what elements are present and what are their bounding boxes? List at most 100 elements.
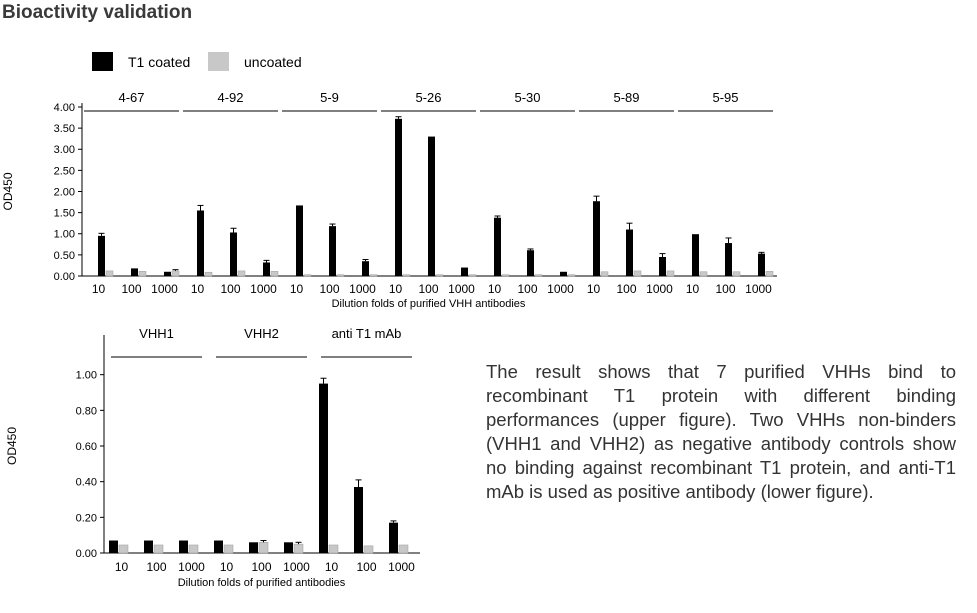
top-bar-uncoated — [237, 270, 246, 277]
top-bar-uncoated — [270, 271, 279, 277]
bottom-y-tick-label: 1.00 — [76, 370, 97, 382]
top-group-label: 5-26 — [415, 90, 441, 105]
top-y-axis-label: OD450 — [1, 172, 15, 210]
chart-control-antibodies: 0.00 0.20 0.40 0.60 0.80 1.00 OD450 VHH1 10 100 10… — [5, 326, 420, 589]
bottom-group-label: anti T1 mAb — [332, 326, 402, 341]
bottom-bar-uncoated — [188, 544, 199, 554]
legend-label-uncoated: uncoated — [244, 54, 302, 70]
legend-swatch-t1-coated — [92, 52, 113, 71]
top-x-axis-label: Dilution folds of purified VHH antibodie… — [332, 298, 526, 310]
top-y-tick-label: 1.00 — [54, 229, 75, 241]
result-description: The result shows that 7 purified VHHs bi… — [486, 361, 956, 502]
top-bar-uncoated — [204, 271, 213, 277]
top-x-tick-label: 10 — [92, 282, 106, 296]
page-title: Bioactivity validation — [2, 2, 193, 23]
bottom-x-tick-label: 100 — [356, 560, 376, 574]
top-bar-uncoated — [765, 271, 774, 277]
top-x-tick-label: 1000 — [646, 282, 673, 296]
top-bar-t1-coated — [98, 235, 105, 276]
bottom-x-tick-label: 1000 — [283, 560, 310, 574]
bottom-y-tick-label: 0.80 — [76, 405, 97, 417]
bottom-x-tick-label: 100 — [146, 560, 166, 574]
top-bar-t1-coated — [692, 234, 699, 276]
top-group-label: 4-67 — [118, 90, 144, 105]
bottom-y-tick-label: 0.00 — [76, 548, 97, 560]
legend-label-t1-coated: T1 coated — [128, 54, 191, 70]
top-x-tick-label: 1000 — [745, 282, 772, 296]
top-x-tick-label: 1000 — [250, 282, 277, 296]
bottom-bar-t1-coated — [214, 540, 223, 553]
top-y-tick-label: 3.50 — [54, 123, 75, 135]
bottom-bar-t1-coated — [144, 540, 153, 553]
top-bar-t1-coated — [560, 271, 567, 276]
top-bar-t1-coated — [296, 205, 303, 276]
top-bar-uncoated — [435, 274, 444, 277]
bottom-bar-t1-coated — [179, 540, 188, 553]
top-x-tick-label: 1000 — [547, 282, 574, 296]
bottom-x-tick-label: 10 — [220, 560, 234, 574]
top-bar-t1-coated — [428, 136, 435, 276]
bottom-y-tick-label: 0.20 — [76, 512, 97, 524]
top-x-tick-label: 10 — [686, 282, 700, 296]
bottom-bar-uncoated — [153, 544, 164, 554]
bottom-bar-uncoated — [223, 544, 234, 554]
top-x-tick-label: 100 — [616, 282, 636, 296]
bottom-group-label: VHH2 — [244, 326, 279, 341]
top-bar-t1-coated — [593, 201, 600, 276]
top-bar-uncoated — [336, 274, 345, 277]
top-x-tick-label: 10 — [488, 282, 502, 296]
top-y-tick-label: 0.50 — [54, 250, 75, 262]
top-x-tick-label: 1000 — [448, 282, 475, 296]
bottom-bar-t1-coated — [389, 522, 398, 553]
top-bar-t1-coated — [659, 256, 666, 276]
bottom-bar-t1-coated — [354, 487, 363, 553]
bottom-group-label: VHH1 — [139, 326, 174, 341]
top-bar-uncoated — [468, 274, 477, 277]
legend-swatch-uncoated — [208, 52, 229, 71]
top-y-tick-label: 3.00 — [54, 144, 75, 156]
bottom-bar-t1-coated — [319, 383, 328, 553]
bottom-bar-uncoated — [398, 544, 409, 554]
top-group-label: 5-30 — [514, 90, 540, 105]
top-bar-t1-coated — [758, 253, 765, 276]
bottom-bar-uncoated — [328, 544, 339, 554]
top-x-tick-label: 100 — [715, 282, 735, 296]
top-y-tick-label: 0.00 — [54, 271, 75, 283]
bottom-x-tick-label: 1000 — [388, 560, 415, 574]
top-x-tick-label: 100 — [418, 282, 438, 296]
top-x-tick-label: 100 — [319, 282, 339, 296]
top-bar-uncoated — [501, 274, 510, 277]
top-bar-uncoated — [600, 271, 609, 277]
top-bar-uncoated — [303, 274, 312, 277]
top-group-label: 5-9 — [320, 90, 339, 105]
top-x-tick-label: 1000 — [349, 282, 376, 296]
bottom-bar-t1-coated — [249, 542, 258, 553]
top-y-tick-label: 2.00 — [54, 186, 75, 198]
bottom-x-tick-label: 10 — [325, 560, 339, 574]
chart-vhh-antibodies: 0.00 0.50 1.00 1.50 2.00 2.50 3.00 3.50 4.00 OD45… — [1, 90, 777, 310]
top-bar-uncoated — [105, 270, 114, 277]
top-bar-uncoated — [633, 270, 642, 277]
top-y-tick-label: 4.00 — [54, 102, 75, 114]
top-bar-t1-coated — [461, 267, 468, 276]
bottom-bar-t1-coated — [109, 540, 118, 553]
bottom-y-axis-label: OD450 — [5, 427, 19, 465]
top-x-tick-label: 1000 — [151, 282, 178, 296]
top-x-tick-label: 10 — [191, 282, 205, 296]
top-bar-t1-coated — [230, 232, 237, 276]
top-bar-uncoated — [171, 270, 180, 277]
bottom-x-tick-label: 1000 — [178, 560, 205, 574]
top-x-tick-label: 10 — [290, 282, 304, 296]
top-group-label: 4-92 — [217, 90, 243, 105]
top-bar-t1-coated — [494, 217, 501, 276]
bottom-y-tick-label: 0.60 — [76, 441, 97, 453]
bottom-bar-uncoated — [363, 545, 374, 554]
top-x-tick-label: 10 — [587, 282, 601, 296]
top-bar-uncoated — [402, 274, 411, 277]
top-bar-t1-coated — [164, 271, 171, 276]
top-bar-t1-coated — [329, 226, 336, 276]
bottom-bar-uncoated — [258, 542, 269, 554]
top-y-tick-label: 2.50 — [54, 165, 75, 177]
top-group-label: 5-89 — [613, 90, 639, 105]
bottom-bar-uncoated — [118, 544, 129, 554]
